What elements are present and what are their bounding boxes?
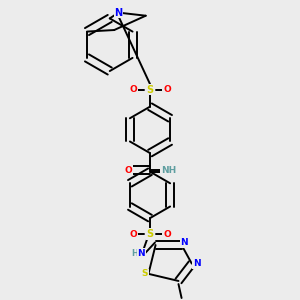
Text: O: O [129, 230, 137, 239]
Text: S: S [142, 269, 148, 278]
Text: N: N [193, 259, 200, 268]
Text: S: S [146, 229, 154, 239]
Text: N: N [114, 8, 122, 18]
Text: O: O [163, 230, 171, 239]
Text: N: N [137, 249, 145, 258]
Text: S: S [146, 85, 154, 94]
Text: H: H [132, 249, 139, 258]
Text: N: N [180, 238, 188, 247]
Text: O: O [124, 166, 132, 175]
Text: O: O [163, 85, 171, 94]
Text: O: O [129, 85, 137, 94]
Text: NH: NH [161, 166, 176, 175]
